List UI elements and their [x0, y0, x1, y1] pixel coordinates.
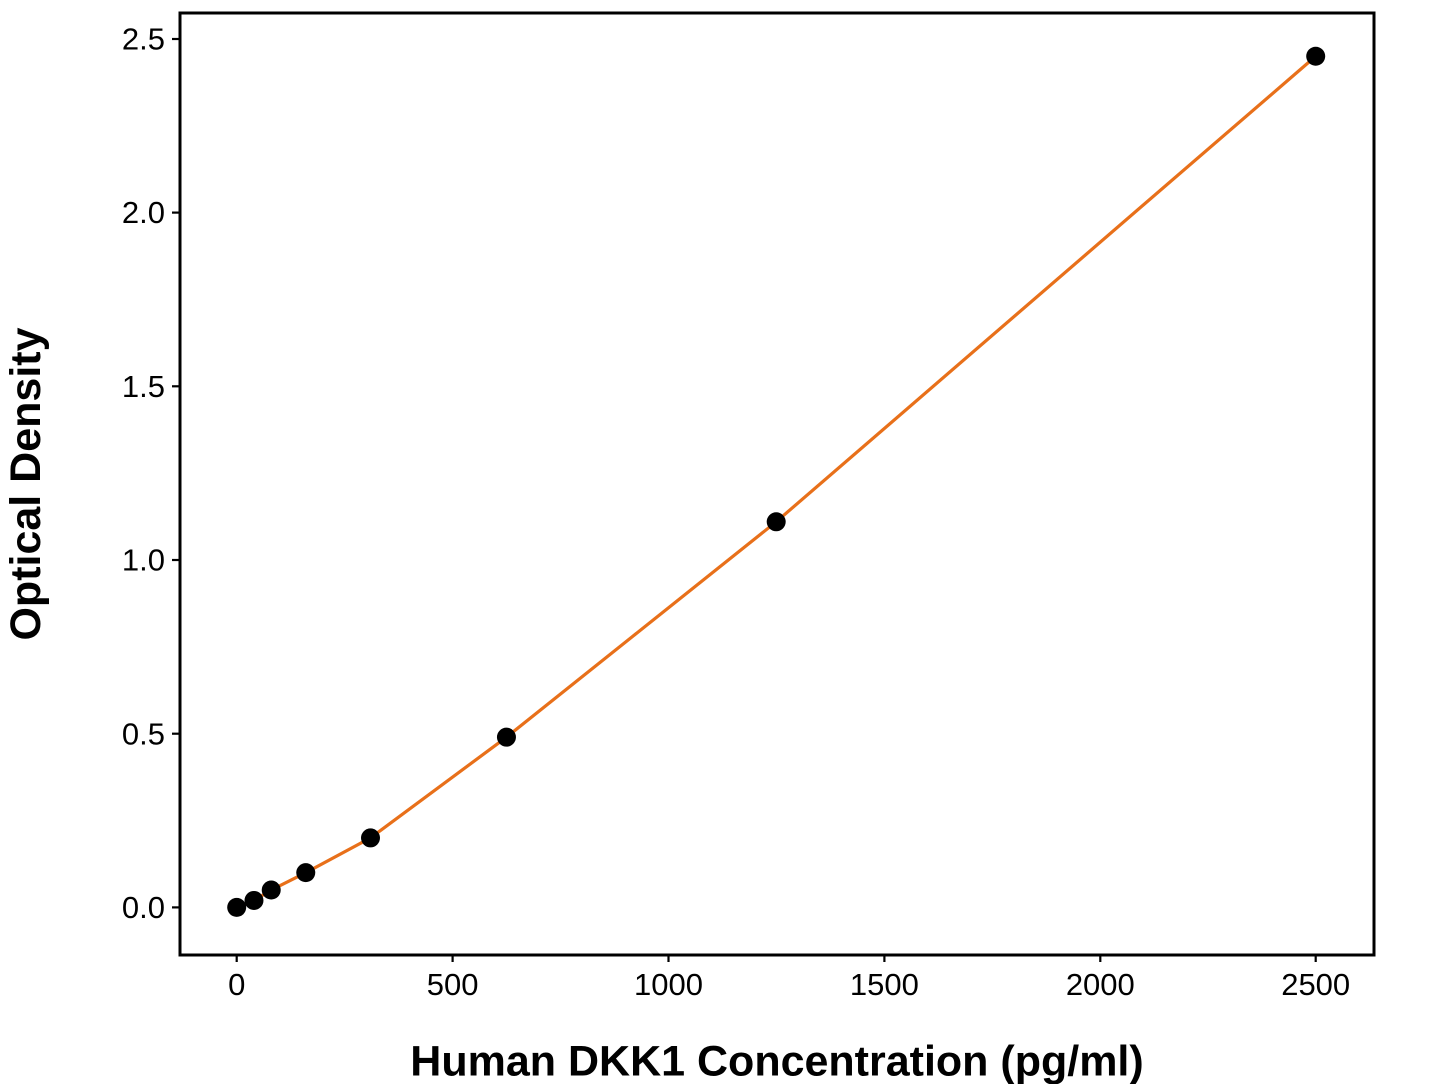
svg-text:2000: 2000: [1066, 967, 1135, 1002]
svg-text:2.5: 2.5: [122, 22, 165, 57]
svg-text:Human DKK1 Concentration (pg/m: Human DKK1 Concentration (pg/ml): [410, 1038, 1143, 1084]
svg-text:Optical Density: Optical Density: [2, 327, 50, 640]
svg-text:1.5: 1.5: [122, 369, 165, 404]
svg-text:500: 500: [427, 967, 479, 1002]
svg-text:1.0: 1.0: [122, 543, 165, 578]
svg-text:0.5: 0.5: [122, 716, 165, 751]
svg-text:1500: 1500: [850, 967, 919, 1002]
svg-text:1000: 1000: [634, 967, 703, 1002]
svg-text:0.0: 0.0: [122, 890, 165, 925]
svg-text:2.0: 2.0: [122, 195, 165, 230]
svg-text:2500: 2500: [1281, 967, 1350, 1002]
svg-text:0: 0: [228, 967, 245, 1002]
